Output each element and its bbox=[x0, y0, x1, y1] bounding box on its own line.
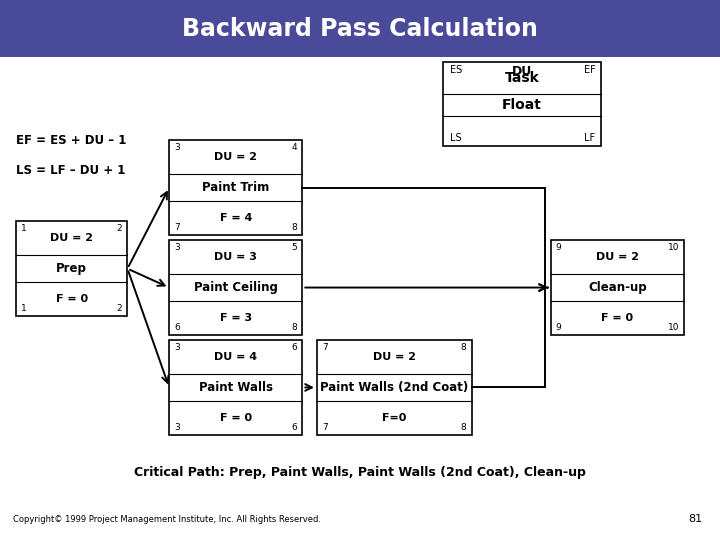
Text: 10: 10 bbox=[667, 243, 679, 252]
Bar bbox=[16, 221, 127, 316]
Text: EF: EF bbox=[584, 65, 595, 75]
Text: 9: 9 bbox=[556, 243, 562, 252]
Text: Paint Trim: Paint Trim bbox=[202, 181, 269, 194]
Text: DU = 3: DU = 3 bbox=[215, 252, 257, 262]
Text: 2: 2 bbox=[117, 304, 122, 313]
Text: F = 3: F = 3 bbox=[220, 313, 252, 323]
Text: Task: Task bbox=[505, 71, 539, 85]
Bar bbox=[169, 140, 302, 235]
Text: DU = 2: DU = 2 bbox=[373, 352, 415, 362]
Text: 9: 9 bbox=[556, 323, 562, 332]
Text: DU: DU bbox=[512, 65, 532, 78]
Text: 4: 4 bbox=[292, 143, 297, 152]
Bar bbox=[169, 340, 302, 435]
Text: 8: 8 bbox=[461, 343, 467, 352]
Text: 81: 81 bbox=[688, 515, 702, 524]
Text: F = 0: F = 0 bbox=[55, 294, 88, 304]
Text: DU = 2: DU = 2 bbox=[215, 152, 257, 163]
Text: 6: 6 bbox=[292, 343, 297, 352]
Text: 3: 3 bbox=[174, 243, 180, 252]
Text: LS: LS bbox=[450, 133, 462, 143]
Text: Paint Ceiling: Paint Ceiling bbox=[194, 281, 278, 294]
Text: DU = 4: DU = 4 bbox=[215, 352, 257, 362]
Text: 3: 3 bbox=[174, 343, 180, 352]
Text: 8: 8 bbox=[292, 323, 297, 332]
Text: 3: 3 bbox=[174, 143, 180, 152]
Text: DU = 2: DU = 2 bbox=[596, 252, 639, 262]
Text: 3: 3 bbox=[174, 423, 180, 432]
Text: LF: LF bbox=[585, 133, 595, 143]
Text: 5: 5 bbox=[292, 243, 297, 252]
Bar bbox=[443, 62, 601, 146]
Bar bbox=[551, 240, 684, 335]
Bar bbox=[317, 340, 472, 435]
Text: 2: 2 bbox=[117, 224, 122, 233]
Text: F = 4: F = 4 bbox=[220, 213, 252, 223]
Text: 8: 8 bbox=[461, 423, 467, 432]
Text: 1: 1 bbox=[21, 224, 27, 233]
Text: 7: 7 bbox=[174, 223, 180, 232]
Text: 7: 7 bbox=[322, 423, 328, 432]
Text: EF = ES + DU – 1: EF = ES + DU – 1 bbox=[16, 134, 126, 147]
Text: 7: 7 bbox=[322, 343, 328, 352]
Text: Float: Float bbox=[502, 98, 542, 112]
Text: Clean-up: Clean-up bbox=[588, 281, 647, 294]
Text: 8: 8 bbox=[292, 223, 297, 232]
Text: 10: 10 bbox=[667, 323, 679, 332]
Text: ES: ES bbox=[450, 65, 462, 75]
Bar bbox=[0, 0, 720, 57]
Text: F = 0: F = 0 bbox=[601, 313, 634, 323]
Text: Paint Walls: Paint Walls bbox=[199, 381, 273, 394]
Text: F=0: F=0 bbox=[382, 413, 406, 423]
Text: LS = LF – DU + 1: LS = LF – DU + 1 bbox=[16, 164, 125, 177]
Text: 6: 6 bbox=[292, 423, 297, 432]
Text: DU = 2: DU = 2 bbox=[50, 233, 93, 244]
Text: Paint Walls (2nd Coat): Paint Walls (2nd Coat) bbox=[320, 381, 468, 394]
Text: Copyright© 1999 Project Management Institute, Inc. All Rights Reserved.: Copyright© 1999 Project Management Insti… bbox=[13, 515, 321, 524]
Text: Prep: Prep bbox=[56, 262, 87, 275]
Bar bbox=[169, 240, 302, 335]
Text: Backward Pass Calculation: Backward Pass Calculation bbox=[182, 17, 538, 40]
Text: Critical Path: Prep, Paint Walls, Paint Walls (2nd Coat), Clean-up: Critical Path: Prep, Paint Walls, Paint … bbox=[134, 466, 586, 479]
Text: 6: 6 bbox=[174, 323, 180, 332]
Text: F = 0: F = 0 bbox=[220, 413, 252, 423]
Text: 1: 1 bbox=[21, 304, 27, 313]
